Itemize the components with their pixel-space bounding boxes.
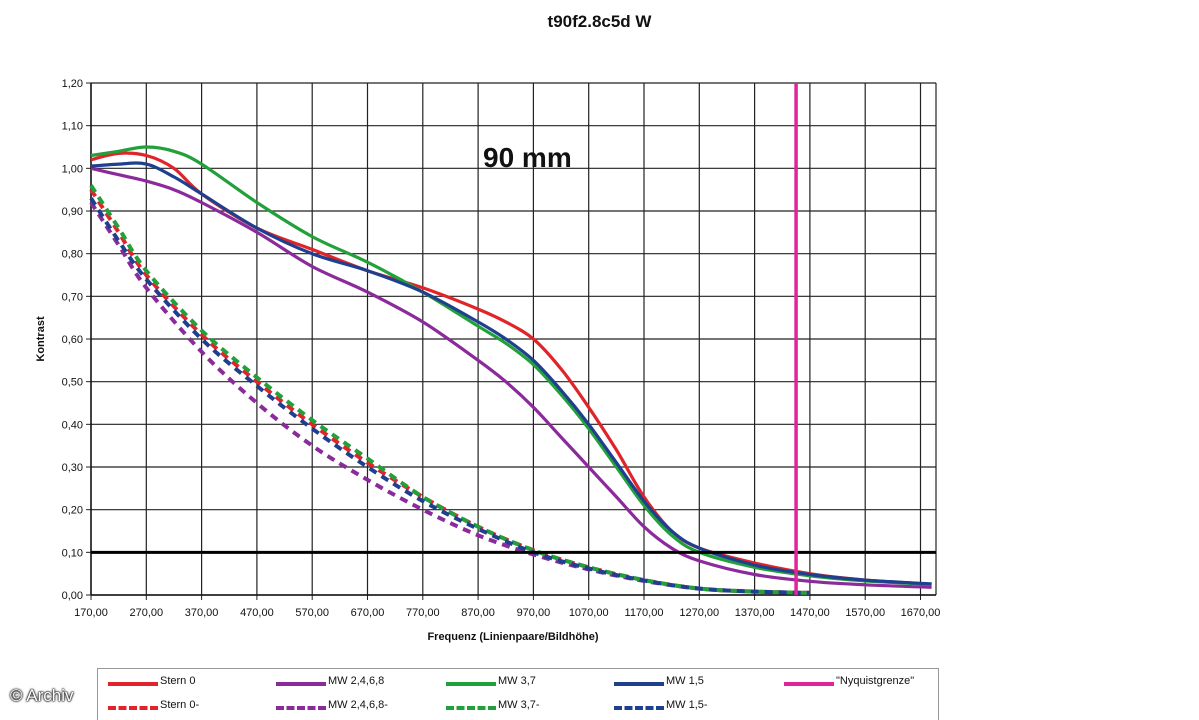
x-tick-label: 970,00 (517, 607, 551, 619)
y-tick-label: 0,50 (62, 377, 83, 389)
x-tick-label: 1670,00 (901, 607, 941, 619)
legend-swatch (614, 682, 664, 686)
x-axis-label: Frequenz (Linienpaare/Bildhöhe) (427, 631, 598, 643)
legend-swatch (276, 706, 326, 710)
legend-label: MW 2,4,6,8 (328, 675, 385, 687)
y-axis-label: Kontrast (35, 316, 47, 362)
x-tick-label: 170,00 (74, 607, 108, 619)
legend-swatch (276, 682, 326, 686)
series-line-mw-1-5- (89, 197, 810, 595)
legend: Stern 0 MW 2,4,6,8 MW 3,7 MW 1,5 "Nyquistgre… (97, 668, 939, 720)
legend-swatch (108, 682, 158, 686)
series-layer (89, 83, 936, 595)
y-tick-label: 0,70 (62, 291, 83, 303)
series-line-mw-3-7- (89, 184, 810, 595)
x-tick-label: 1470,00 (790, 607, 830, 619)
y-tick-label: 1,10 (62, 121, 83, 133)
chart-area: 0,00 0,10 0,20 0,30 0,40 0,50 0,60 0,70 0,80 0,90… (35, 78, 941, 643)
legend-swatch (446, 682, 496, 686)
x-tick-label: 470,00 (240, 607, 274, 619)
legend-swatch (784, 682, 834, 686)
series-line-mw-2-4-6-8- (89, 201, 810, 595)
y-tick-label: 0,80 (62, 249, 83, 261)
x-tick-label: 1370,00 (735, 607, 775, 619)
copyright-watermark: © Archiv (10, 686, 74, 705)
x-tick-label: 370,00 (185, 607, 219, 619)
legend-label: MW 3,7 (498, 675, 536, 687)
legend-label: Stern 0 (160, 675, 196, 687)
x-tick-label: 1570,00 (845, 607, 885, 619)
series-line-mw-2-4-6-8 (90, 166, 932, 589)
y-tick-label: 0,10 (62, 547, 83, 559)
x-tick-label: 870,00 (461, 607, 495, 619)
y-tick-label: 0,90 (62, 206, 83, 218)
axis-tick-labels: 0,00 0,10 0,20 0,30 0,40 0,50 0,60 0,70 0,80 0,90… (62, 78, 941, 619)
y-tick-label: 0,40 (62, 419, 83, 431)
focal-length-annotation: 90 mm (483, 142, 572, 173)
y-tick-label: 0,30 (62, 462, 83, 474)
x-tick-label: 270,00 (129, 607, 163, 619)
x-tick-label: 570,00 (295, 607, 329, 619)
legend-label: Stern 0- (160, 699, 200, 711)
y-tick-label: 0,20 (62, 505, 83, 517)
legend-label: MW 1,5 (666, 675, 704, 687)
legend-swatch (446, 706, 496, 710)
legend-label: MW 1,5- (666, 699, 708, 711)
x-tick-label: 1070,00 (569, 607, 609, 619)
x-tick-label: 770,00 (406, 607, 440, 619)
x-tick-label: 1270,00 (679, 607, 719, 619)
legend-swatch (108, 706, 158, 710)
legend-label: "Nyquistgrenze" (836, 675, 915, 687)
series-line-mw-1-5 (90, 161, 932, 586)
y-tick-label: 1,00 (62, 163, 83, 175)
legend-swatch (614, 706, 664, 710)
legend-label: MW 3,7- (498, 699, 540, 711)
series-line-mw-3-7 (90, 145, 932, 586)
chart-title: t90f2.8c5d W (547, 12, 652, 31)
y-tick-label: 0,00 (62, 590, 83, 602)
x-tick-label: 1170,00 (625, 607, 664, 619)
y-tick-label: 1,20 (62, 78, 83, 90)
legend-label: MW 2,4,6,8- (328, 699, 388, 711)
x-tick-label: 670,00 (351, 607, 385, 619)
y-tick-label: 0,60 (62, 334, 83, 346)
